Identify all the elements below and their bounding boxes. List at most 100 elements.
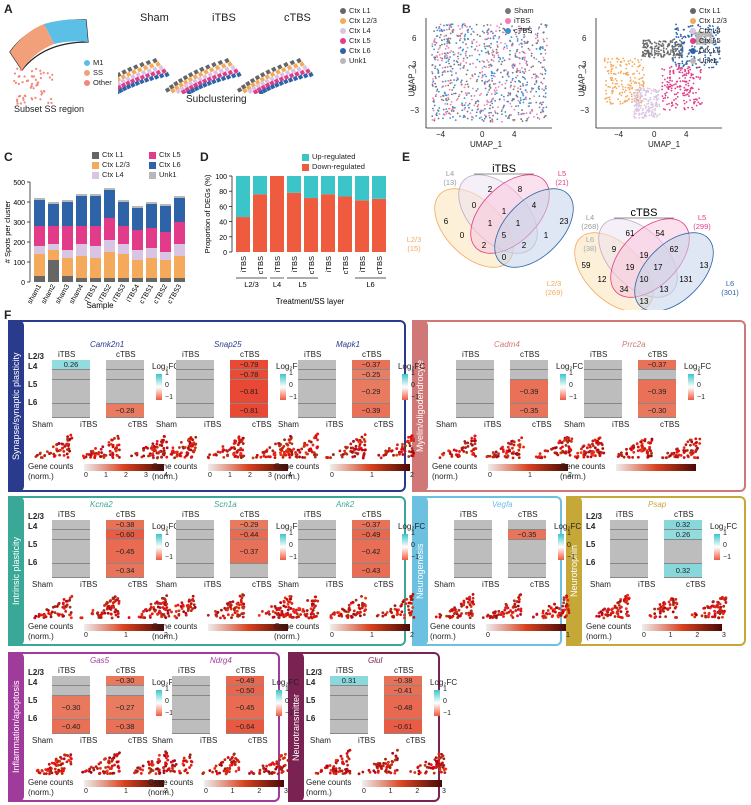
d-ylabel: Proportion of DEGs (%)	[203, 174, 212, 253]
c-bar	[76, 194, 87, 196]
scale-tick: 0	[285, 698, 289, 705]
scale-tick: −1	[723, 554, 731, 561]
d-bar-up	[253, 176, 267, 195]
venn-itbs-set	[494, 188, 574, 268]
spatial-map	[81, 751, 121, 775]
log2fc-scale	[156, 374, 162, 400]
gene-count-tick: 0	[330, 472, 334, 479]
heat-cell	[298, 404, 336, 418]
heat-cell: −0.39	[638, 380, 676, 404]
map-group-label: iTBS	[204, 420, 222, 429]
heat-cell	[508, 520, 546, 530]
heat-cell	[52, 380, 90, 404]
c-bar	[62, 250, 73, 258]
gene-counts-label: Gene counts	[306, 778, 352, 787]
c-bar	[118, 244, 129, 254]
venn-ctbs-count: 62	[670, 245, 679, 254]
log2fc-scale	[156, 690, 162, 716]
umap-legend-layer: Ctx L1 Ctx L2/3 Ctx L4 Ctx L5 Ctx L6 Unk…	[690, 6, 727, 66]
c-bar	[34, 276, 45, 282]
spatial-map	[281, 432, 320, 459]
col-ctbs: cTBS	[362, 510, 382, 519]
map-group-label: iTBS	[326, 580, 344, 589]
box-intrinsic-title: Intrinsic plasticity	[8, 496, 24, 646]
map-group-label: iTBS	[80, 736, 98, 745]
heat-cell	[610, 540, 648, 564]
map-group-label: Sham	[590, 580, 611, 589]
heat-cell	[298, 530, 336, 540]
panel-e-label: E	[402, 150, 411, 164]
spatial-map	[616, 437, 654, 459]
scale-tick: −1	[289, 394, 297, 401]
scale-tick: −1	[285, 710, 293, 717]
spatial-map	[79, 595, 121, 620]
norm-label: (norm.)	[28, 788, 54, 797]
gene-count-tick: 3	[144, 472, 148, 479]
norm-label: (norm.)	[152, 632, 178, 641]
gene-counts-label: Gene counts	[432, 462, 478, 471]
heat-cell: −0.81	[230, 404, 268, 418]
venn-ctbs-count: 61	[626, 229, 635, 238]
panel-d-label: D	[200, 150, 209, 164]
gene-count-tick: 2	[568, 472, 572, 479]
spatial-map	[534, 435, 574, 460]
d-bar-up	[321, 176, 335, 195]
venn-itbs-count: 23	[560, 217, 569, 226]
gene-counts-label: Gene counts	[586, 622, 632, 631]
map-group-label: cTBS	[406, 736, 426, 745]
scale-tick: 0	[165, 698, 169, 705]
heat-cell	[330, 720, 368, 734]
heat-cell	[456, 370, 494, 380]
log2fc-scale	[714, 534, 720, 560]
d-group-label: L4	[273, 280, 281, 289]
heat-cell: −0.35	[508, 530, 546, 540]
map-group-label: iTBS	[638, 580, 656, 589]
map-group-label: iTBS	[482, 580, 500, 589]
layer-label: L2/3	[28, 352, 45, 361]
heat-cell: −0.81	[230, 380, 268, 404]
heat-cell	[298, 540, 336, 564]
gene-name: Cadm4	[494, 340, 520, 349]
gene-count-scale	[330, 624, 410, 631]
heat-cell	[454, 540, 492, 564]
heat-cell	[52, 686, 90, 696]
d-xtick: cTBS	[307, 256, 316, 274]
gene-count-tick: 2	[410, 472, 414, 479]
heat-cell	[456, 360, 494, 370]
heat-cell	[106, 360, 144, 370]
layer-label: L6	[306, 714, 316, 723]
venn-ctbs-count: 19	[640, 251, 649, 260]
scale-tick: 1	[289, 530, 293, 537]
gene-count-tick: 0	[362, 788, 366, 795]
c-bar	[174, 222, 185, 244]
heat-cell: −0.49	[352, 530, 390, 540]
gene-count-tick: 0	[488, 472, 492, 479]
c-bar	[118, 254, 129, 278]
venn-itbs-title: iTBS	[492, 163, 516, 175]
heat-cell: 0.32	[664, 564, 702, 578]
scale-tick: −1	[289, 554, 297, 561]
heat-cell	[610, 564, 648, 578]
c-bar	[146, 202, 157, 204]
heat-cell	[176, 564, 214, 578]
c-bar	[104, 218, 115, 240]
col-itbs: iTBS	[460, 510, 478, 519]
heat-cell: −0.30	[638, 404, 676, 418]
gene-count-tick: 1	[124, 788, 128, 795]
spatial-map	[485, 436, 525, 460]
c-bar	[104, 278, 115, 282]
c-bar	[160, 252, 171, 260]
venn-ctbs-set-label: (299)	[693, 222, 711, 231]
layer-label: L4	[28, 678, 38, 687]
c-bar	[132, 230, 143, 250]
spatial-map	[595, 593, 631, 620]
c-bar	[160, 260, 171, 278]
heat-cell: −0.49	[226, 676, 264, 686]
heat-cell	[52, 520, 90, 530]
scale-tick: 0	[411, 382, 415, 389]
heat-cell: −0.64	[226, 720, 264, 734]
norm-label: (norm.)	[274, 472, 300, 481]
venn-ctbs-set-label: (269)	[545, 288, 563, 297]
heat-cell: −0.39	[510, 380, 548, 404]
layer-label: L4	[586, 522, 596, 531]
